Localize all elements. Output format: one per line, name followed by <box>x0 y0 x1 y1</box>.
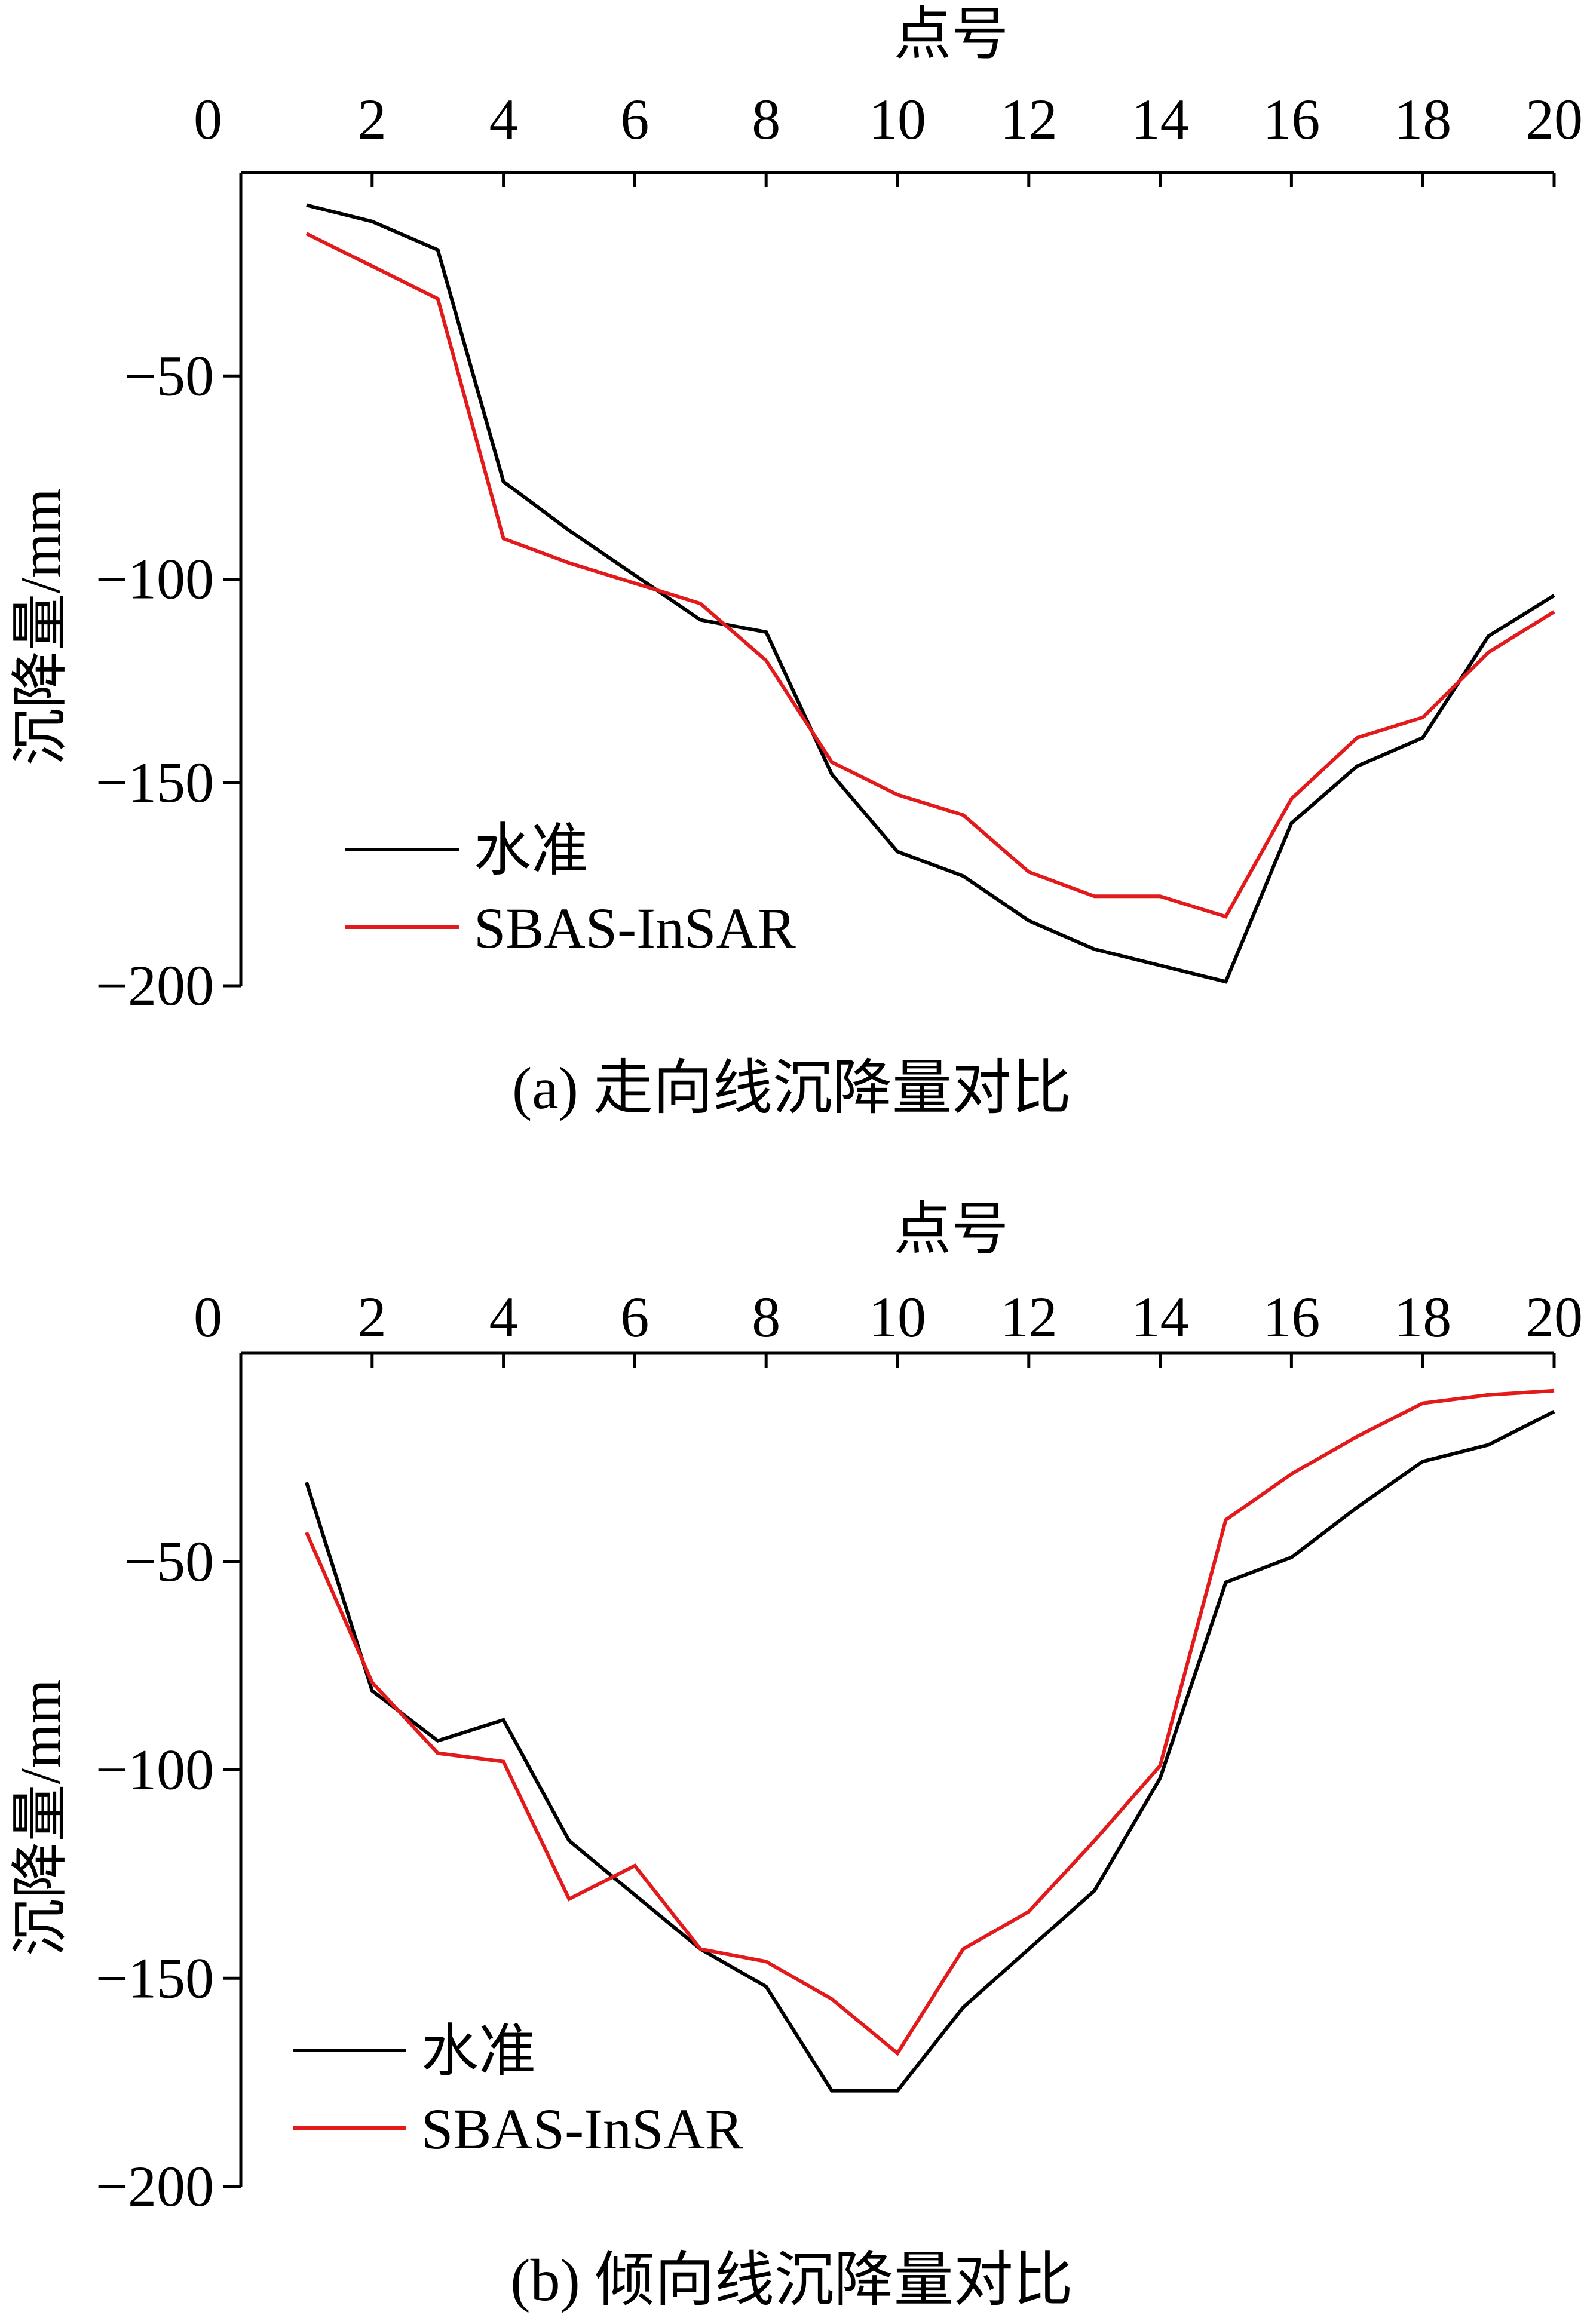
panel-caption: (a) 走向线沉降量对比 <box>512 1055 1071 1121</box>
x-tick-label: 8 <box>752 87 780 151</box>
x-tick-label: 16 <box>1263 1285 1320 1349</box>
x-tick-label: 12 <box>1000 1285 1058 1349</box>
y-axis-title: 沉降量/mm <box>8 1679 72 1956</box>
x-tick-label: 12 <box>1000 87 1058 151</box>
legend-label: SBAS-InSAR <box>474 896 796 960</box>
x-tick-label: 18 <box>1394 1285 1451 1349</box>
y-tick-label: −150 <box>96 1946 214 2010</box>
x-tick-label: 20 <box>1525 1285 1581 1349</box>
x-tick-label: 6 <box>620 1285 649 1349</box>
x-tick-label: 14 <box>1132 87 1189 151</box>
x-tick-label: 4 <box>489 1285 518 1349</box>
y-axis-title: 沉降量/mm <box>8 488 72 765</box>
x-tick-label: 0 <box>194 87 222 151</box>
series-line-leveling <box>306 203 1555 984</box>
x-axis-title: 点号 <box>894 2 1009 66</box>
y-tick-label: −100 <box>96 1738 214 1802</box>
y-tick-label: −100 <box>96 547 214 611</box>
x-tick-label: 16 <box>1263 87 1320 151</box>
x-tick-label: 14 <box>1132 1285 1189 1349</box>
legend-label: 水准 <box>421 2019 536 2083</box>
x-tick-label: 4 <box>489 87 518 151</box>
x-tick-label: 18 <box>1394 87 1451 151</box>
x-tick-label: 2 <box>358 1285 387 1349</box>
series-line-sbas-insar <box>305 1388 1555 2056</box>
y-tick-label: −200 <box>96 2154 214 2218</box>
legend-label: 水准 <box>474 818 589 882</box>
legend-label: SBAS-InSAR <box>421 2097 743 2161</box>
x-tick-label: 0 <box>194 1285 222 1349</box>
panel-caption: (b) 倾向线沉降量对比 <box>510 2247 1073 2313</box>
panel-b: 0 2 4 6 8 10 12 14 16 18 20 −50 −100 −150 −200 点号沉降量/mm… <box>8 1197 1581 2313</box>
x-axis-title: 点号 <box>894 1197 1009 1261</box>
panel-a: 0 2 4 6 8 10 12 14 16 18 20 −50 −100 −150 −200 点号沉降量/mm… <box>8 2 1581 1121</box>
x-tick-label: 8 <box>752 1285 780 1349</box>
x-tick-label: 6 <box>620 87 649 151</box>
series-line-leveling <box>305 1410 1555 2093</box>
y-tick-label: −200 <box>96 953 214 1017</box>
x-tick-label: 10 <box>869 87 926 151</box>
y-tick-label: −50 <box>124 344 214 407</box>
x-tick-label: 2 <box>358 87 387 151</box>
y-tick-label: −50 <box>124 1529 214 1593</box>
x-tick-label: 20 <box>1525 87 1581 151</box>
y-tick-label: −150 <box>96 750 214 814</box>
series-line-sbas-insar <box>305 232 1555 919</box>
x-tick-label: 10 <box>869 1285 926 1349</box>
